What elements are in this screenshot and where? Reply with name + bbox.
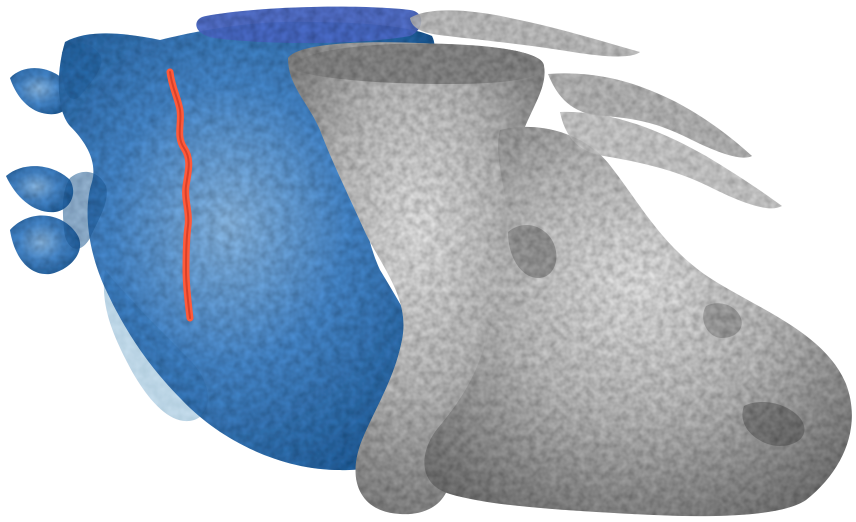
segmented-anatomy-gray — [288, 10, 852, 517]
coronary-vessel-red — [166, 68, 194, 322]
